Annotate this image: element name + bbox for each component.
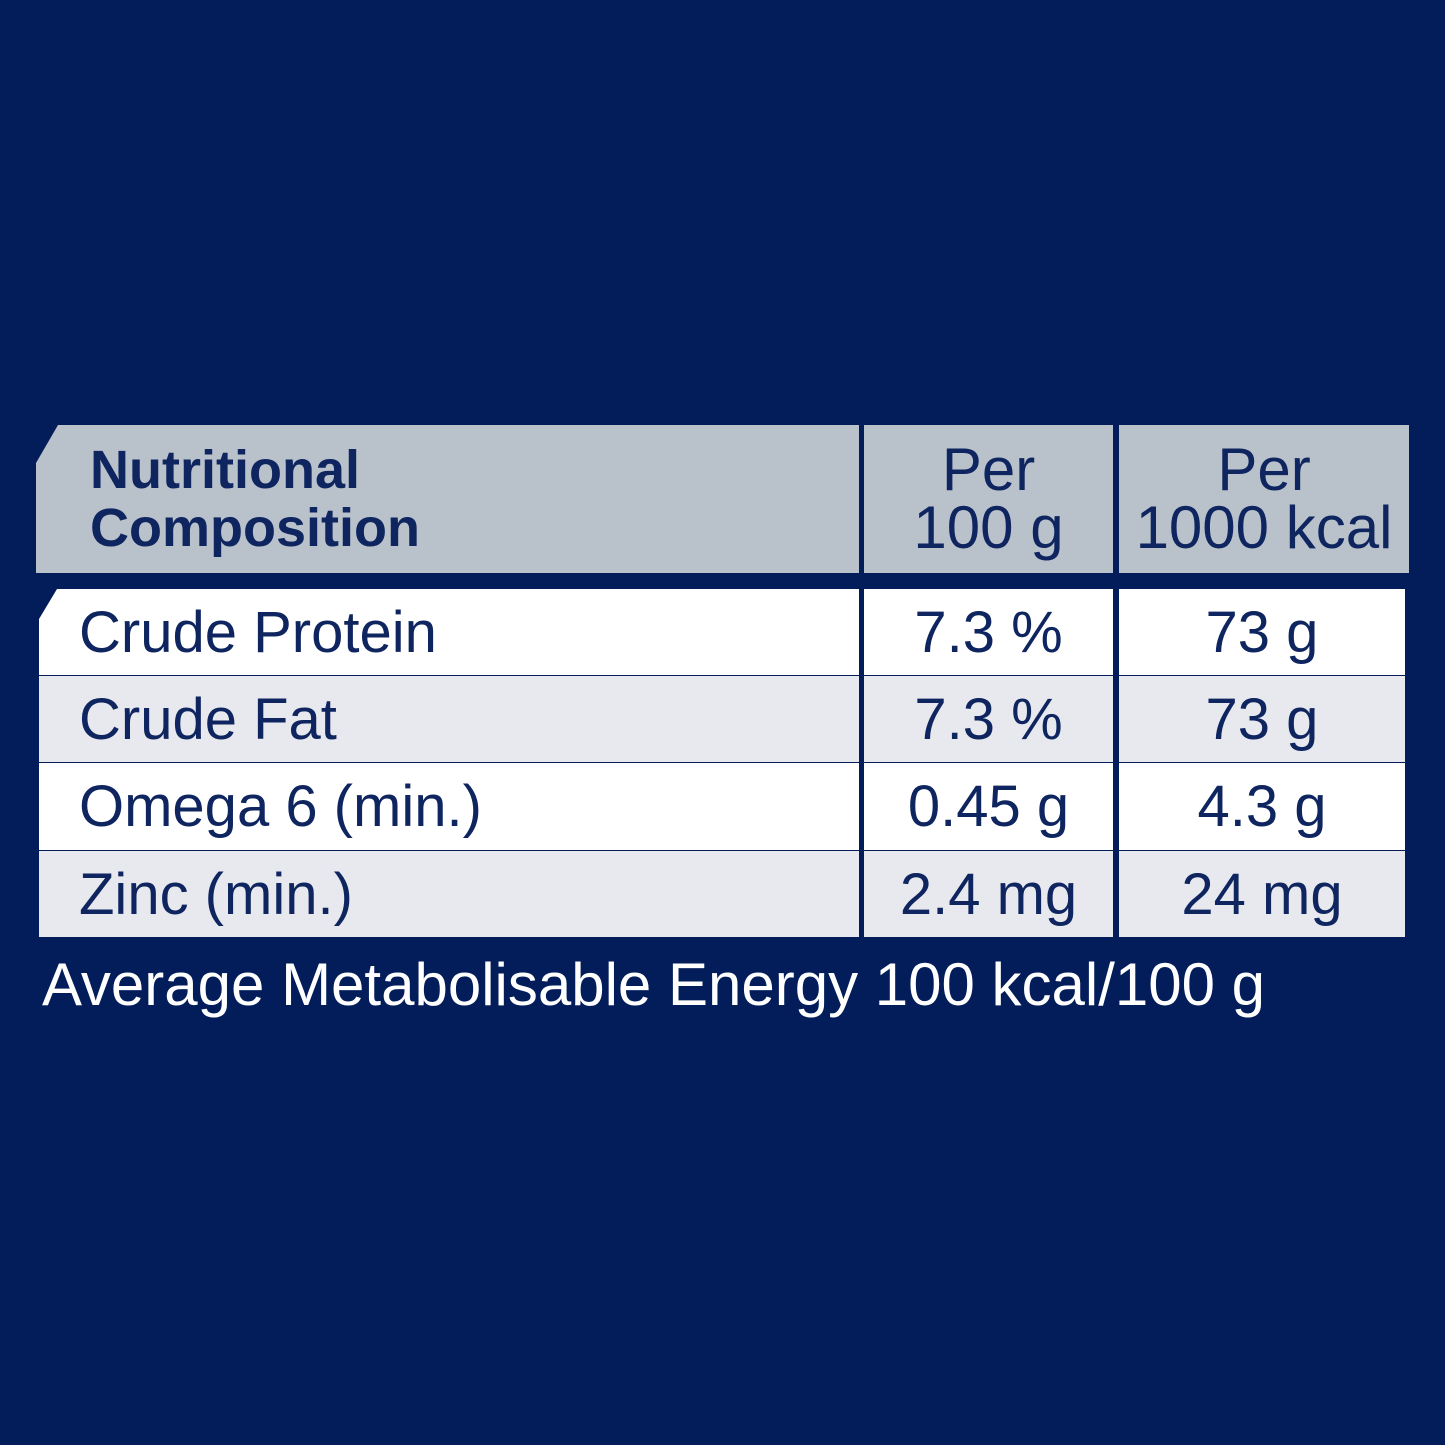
header-per-1000kcal: Per 1000 kcal bbox=[1119, 425, 1409, 573]
header-name-line2: Composition bbox=[90, 498, 420, 558]
row-per-100g: 0.45 g bbox=[864, 763, 1113, 850]
header-col2-line2: 100 g bbox=[913, 494, 1064, 561]
row-name: Omega 6 (min.) bbox=[39, 763, 859, 850]
row-per-1000kcal: 4.3 g bbox=[1119, 763, 1405, 850]
energy-footnote: Average Metabolisable Energy 100 kcal/10… bbox=[42, 951, 1266, 1018]
header-col2-line1: Per bbox=[941, 436, 1036, 503]
row-per-1000kcal: 24 mg bbox=[1119, 851, 1405, 937]
header-per-100g: Per 100 g bbox=[864, 425, 1113, 573]
row-name: Zinc (min.) bbox=[39, 851, 859, 937]
row-per-1000kcal: 73 g bbox=[1119, 676, 1405, 762]
header-name-line1: Nutritional bbox=[90, 440, 360, 500]
row-per-100g: 7.3 % bbox=[864, 589, 1113, 675]
row-per-1000kcal: 73 g bbox=[1119, 589, 1405, 675]
header-col3-line2: 1000 kcal bbox=[1135, 494, 1393, 561]
row-name: Crude Protein bbox=[39, 589, 859, 675]
row-per-100g: 7.3 % bbox=[864, 676, 1113, 762]
row-per-100g: 2.4 mg bbox=[864, 851, 1113, 937]
row-name: Crude Fat bbox=[39, 676, 859, 762]
header-nutritional-composition: Nutritional Composition bbox=[36, 425, 859, 573]
header-col3-line1: Per bbox=[1217, 436, 1311, 503]
